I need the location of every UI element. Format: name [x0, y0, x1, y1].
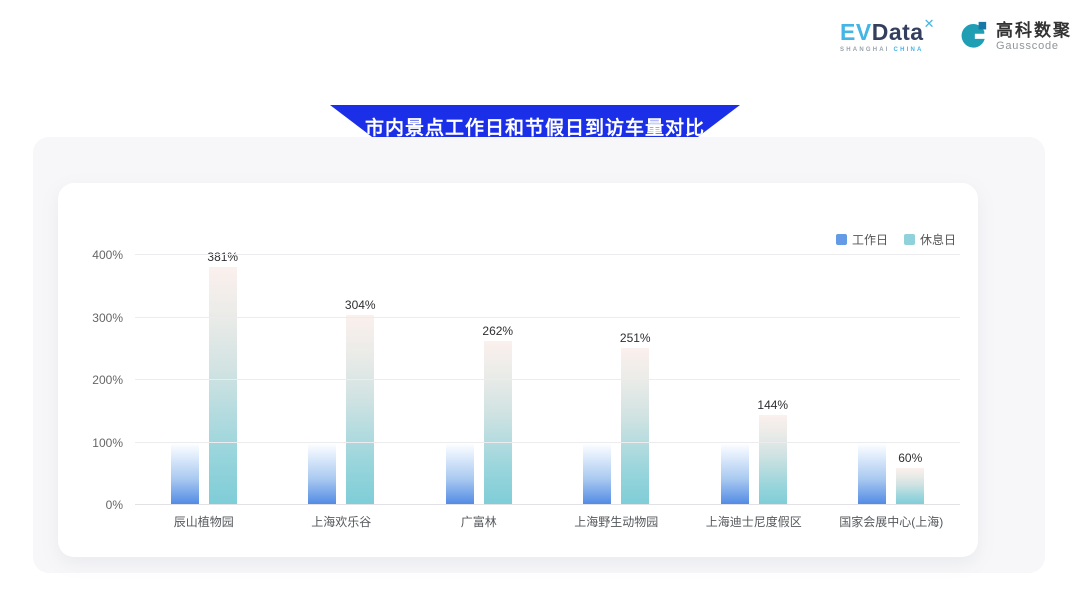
legend-swatch	[903, 234, 915, 245]
workday-bar-2[interactable]	[445, 442, 474, 505]
bar-group: 144%	[685, 255, 823, 505]
evdata-x-mark: ✕	[923, 16, 935, 31]
x-axis-label: 国家会展中心(上海)	[839, 515, 944, 529]
evdata-subtitle: SHANGHAI CHINA	[840, 47, 924, 53]
bar-value-label: 304%	[344, 298, 376, 312]
bar-value-label: 381%	[207, 249, 239, 264]
bar-group: 60%	[823, 255, 961, 505]
g-ring	[961, 24, 985, 48]
bar-value-label: 60%	[898, 450, 923, 465]
x-axis-label: 上海欢乐谷	[311, 515, 372, 529]
g-square	[978, 21, 987, 30]
y-axis-tick: 400%	[92, 248, 123, 262]
gausscode-text: 高科数聚 Gausscode	[996, 20, 1072, 53]
x-axis-label: 辰山植物园	[173, 515, 234, 529]
bar-value-label: 144%	[757, 398, 789, 412]
y-axis-tick: 300%	[92, 310, 123, 325]
x-axis-label: 上海野生动物园	[574, 515, 659, 529]
gridline	[135, 316, 960, 318]
gausscode-g-icon	[961, 21, 987, 48]
gausscode-cn: 高科数聚	[996, 20, 1072, 40]
chart-legend: 工作日 休息日	[835, 231, 956, 248]
gausscode-en: Gausscode	[996, 40, 1059, 53]
bar-group: 304%	[273, 255, 411, 505]
logo-bar: EVData✕ SHANGHAI CHINA 高科数聚 Gausscode	[840, 16, 1072, 54]
x-axis-labels: 辰山植物园 上海欢乐谷 广富林 上海野生动物园 上海迪士尼度假区 国家会展中心(上海)	[135, 513, 960, 530]
evdata-wordmark: EVData✕	[840, 16, 935, 45]
workday-bar-0[interactable]	[170, 442, 199, 505]
chart-card: 工作日 休息日 381% 304% 262% 251% 144% 60% 0% 100% 200…	[58, 183, 978, 557]
y-axis-tick: 100%	[92, 435, 123, 450]
evdata-logo: EVData✕ SHANGHAI CHINA	[840, 16, 935, 53]
plot-area: 381% 304% 262% 251% 144% 60% 0% 100% 200% 300% 40…	[92, 248, 961, 512]
page-title: 市内景点工作日和节假日到访车量对比	[364, 117, 705, 139]
gridline	[135, 504, 960, 505]
bar-group: 251%	[548, 255, 686, 505]
restday-bar-5[interactable]: 60%	[896, 451, 925, 505]
x-axis-label: 广富林	[460, 515, 497, 529]
bar-groups: 381% 304% 262% 251% 144% 60%	[135, 250, 961, 505]
legend-item[interactable]: 工作日	[835, 231, 888, 248]
bar-value-label: 251%	[619, 331, 651, 346]
workday-bar-5[interactable]	[858, 442, 887, 505]
bar-group: 262%	[410, 255, 548, 505]
bar-group: 381%	[135, 250, 273, 505]
restday-bar-2[interactable]: 262%	[482, 324, 513, 505]
gridline	[135, 441, 960, 443]
restday-bar-3[interactable]: 251%	[620, 331, 651, 505]
workday-bar-3[interactable]	[583, 442, 612, 505]
gridline	[135, 254, 960, 255]
gridline	[135, 379, 960, 380]
bar-value-label: 262%	[482, 324, 514, 339]
y-axis-tick: 200%	[92, 373, 123, 387]
legend-item[interactable]: 休息日	[903, 231, 956, 248]
restday-bar-4[interactable]: 144%	[757, 398, 788, 505]
legend-label: 休息日	[919, 233, 956, 247]
restday-bar-0[interactable]: 381%	[207, 250, 238, 505]
restday-bar-1[interactable]: 304%	[345, 298, 376, 505]
gausscode-logo: 高科数聚 Gausscode	[955, 20, 1072, 54]
x-axis-label: 上海迪士尼度假区	[705, 515, 802, 529]
workday-bar-4[interactable]	[720, 442, 749, 505]
legend-label: 工作日	[851, 233, 888, 247]
legend-swatch	[835, 234, 847, 245]
y-axis-tick: 0%	[105, 498, 123, 512]
workday-bar-1[interactable]	[308, 442, 337, 505]
